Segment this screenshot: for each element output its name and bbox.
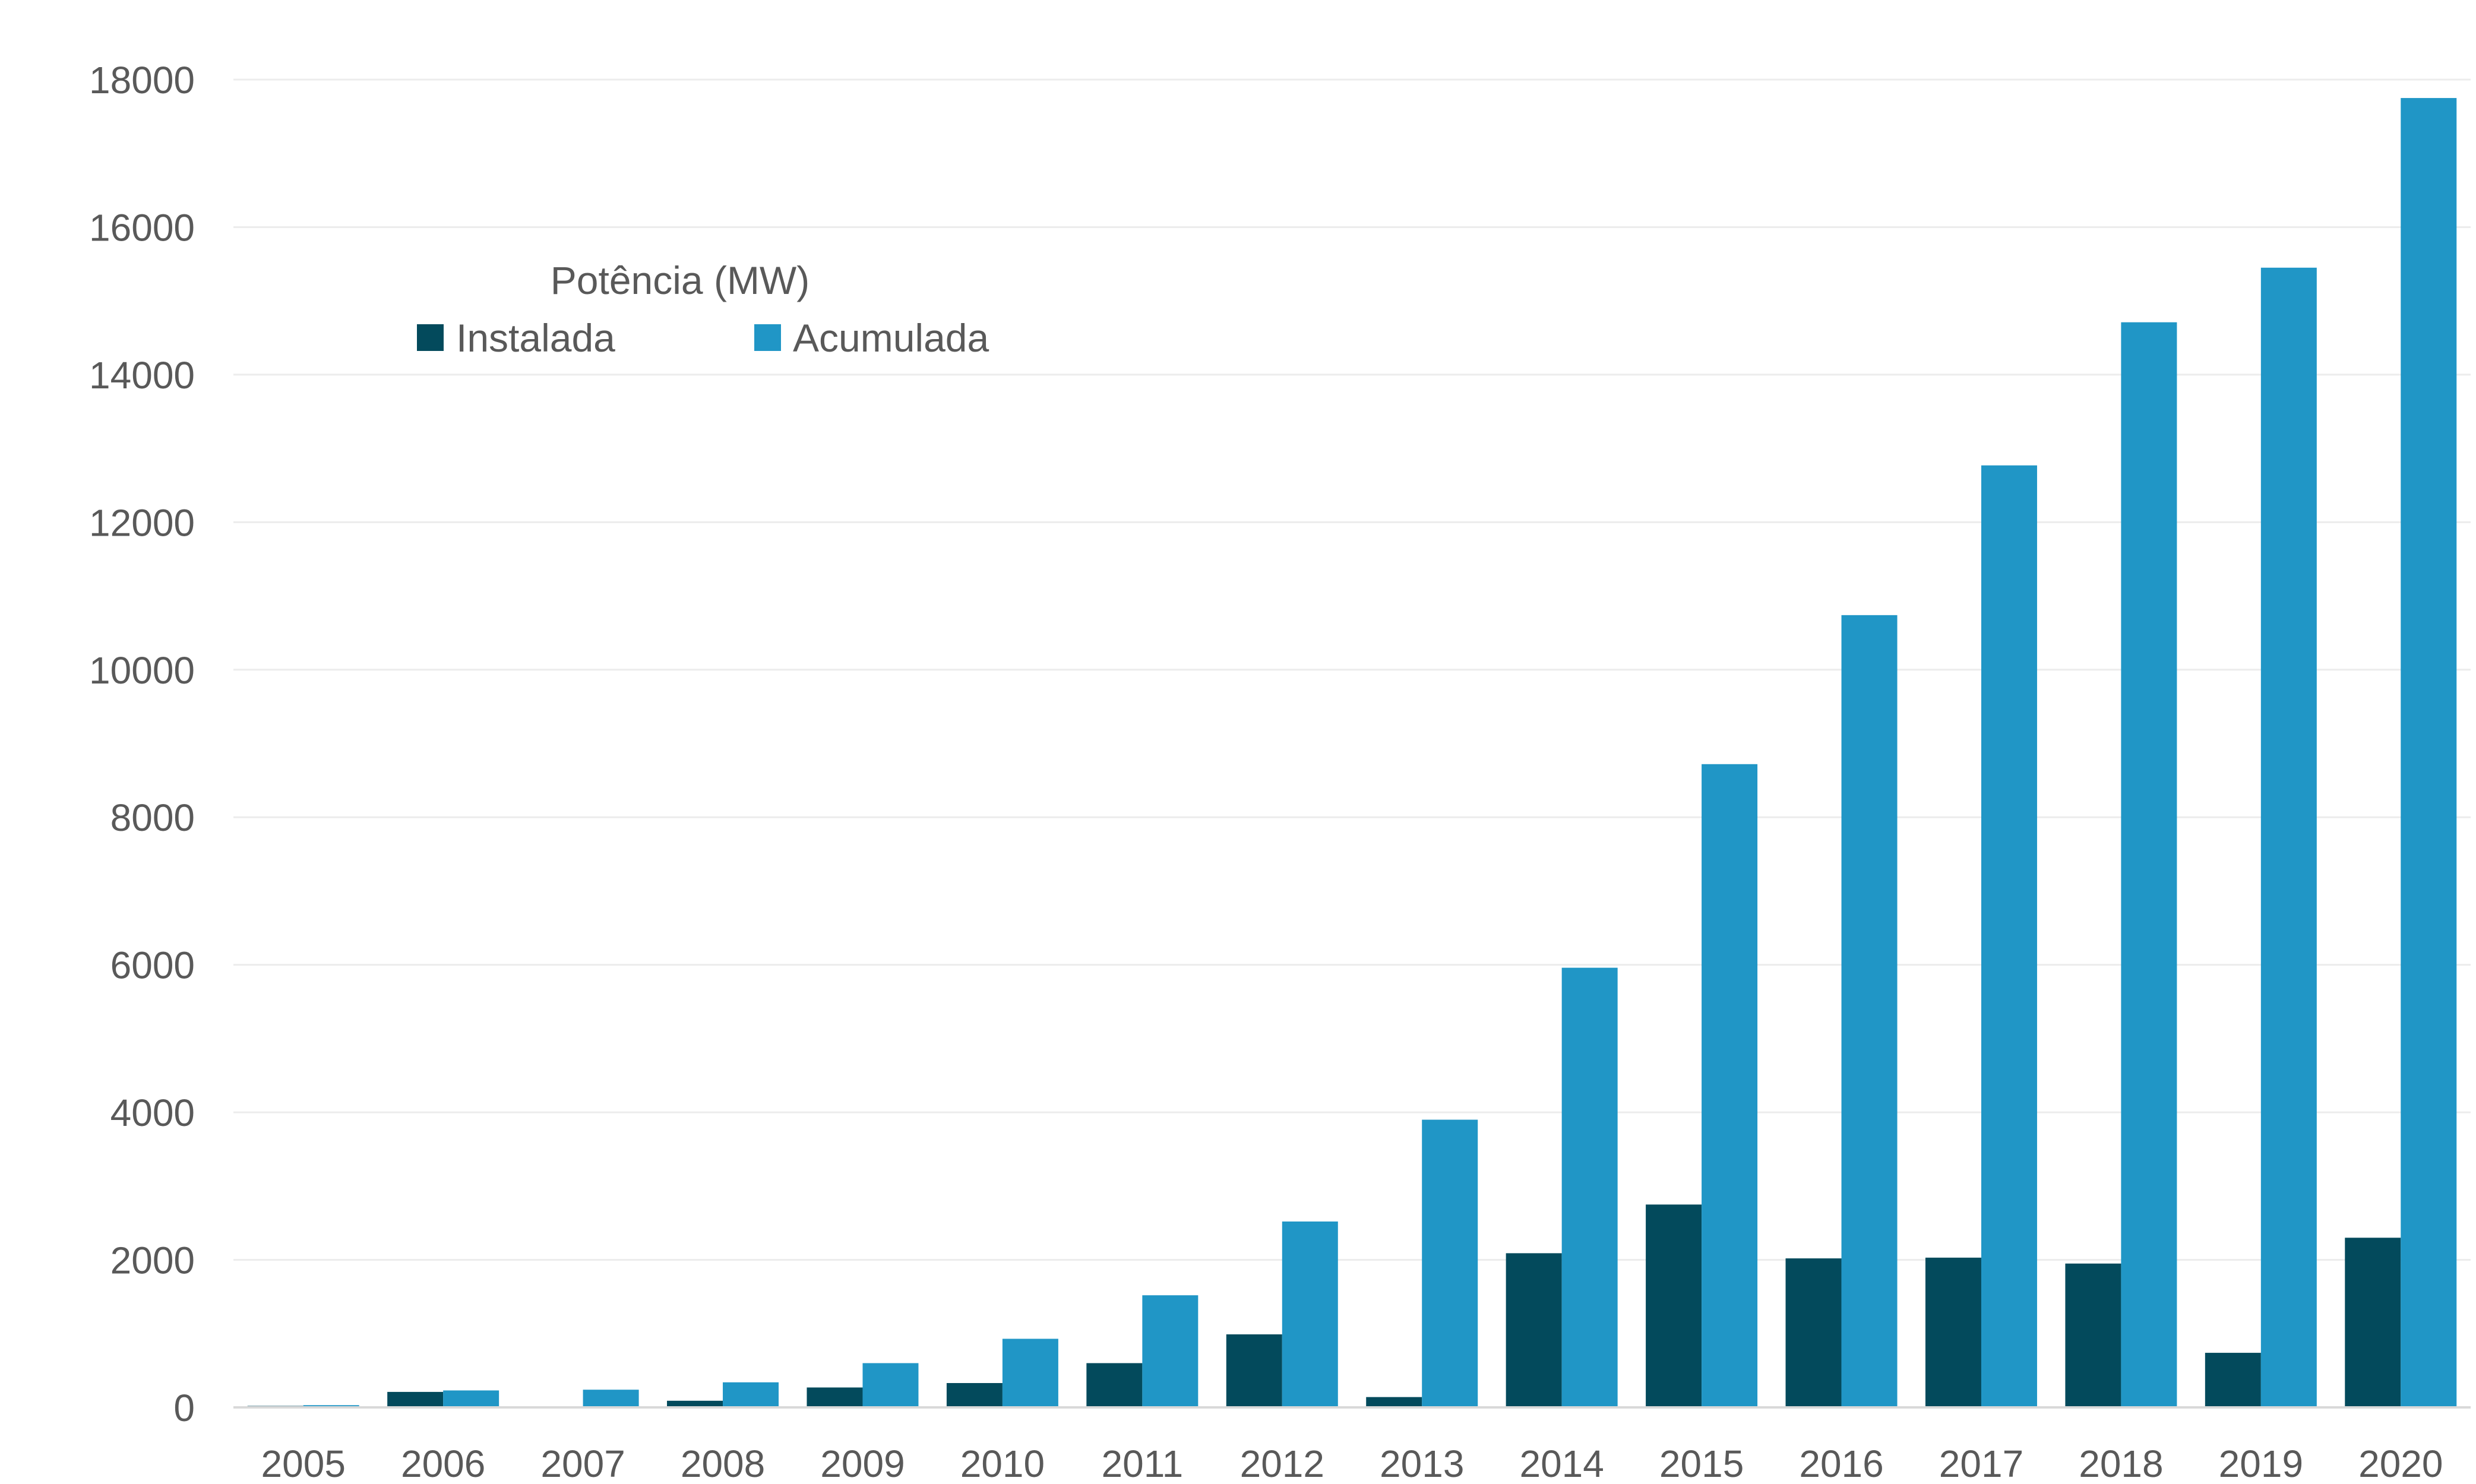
bar-acumulada-2014 — [1561, 967, 1618, 1407]
bar-acumulada-2020 — [2401, 98, 2457, 1407]
bar-acumulada-2013 — [1422, 1119, 1478, 1407]
bar-acumulada-2018 — [2121, 322, 2177, 1407]
bar-acumulada-2015 — [1702, 764, 1758, 1407]
x-tick-label: 2016 — [1799, 1442, 1883, 1481]
x-tick-label: 2014 — [1519, 1442, 1604, 1481]
bar-acumulada-2011 — [1142, 1295, 1199, 1407]
bar-instalada-2015 — [1646, 1204, 1702, 1407]
bar-acumulada-2010 — [1002, 1339, 1058, 1407]
bar-instalada-2010 — [946, 1383, 1003, 1407]
y-tick-label: 6000 — [110, 944, 195, 987]
bar-instalada-2014 — [1506, 1253, 1562, 1407]
y-tick-label: 18000 — [89, 59, 195, 102]
x-tick-label: 2011 — [1102, 1442, 1184, 1481]
legend: Potência (MW) Instalada Acumulada — [417, 258, 989, 360]
bar-instalada-2017 — [1925, 1257, 1981, 1407]
bar-instalada-2019 — [2205, 1353, 2261, 1407]
bar-acumulada-2016 — [1841, 615, 1898, 1407]
y-tick-label: 10000 — [89, 649, 195, 692]
legend-title: Potência (MW) — [551, 258, 809, 302]
x-tick-label: 2020 — [2358, 1442, 2443, 1481]
bar-instalada-2006 — [387, 1391, 444, 1407]
x-tick-label: 2008 — [681, 1442, 765, 1481]
x-tick-label: 2009 — [820, 1442, 905, 1481]
x-tick-label: 2007 — [540, 1442, 625, 1481]
bars — [247, 98, 2457, 1408]
x-tick-label: 2006 — [401, 1442, 485, 1481]
gridlines — [233, 78, 2471, 1261]
y-tick-label: 12000 — [89, 501, 195, 544]
bar-instalada-2018 — [2065, 1263, 2121, 1407]
x-tick-label: 2010 — [960, 1442, 1045, 1481]
y-tick-label: 2000 — [110, 1239, 195, 1282]
bar-acumulada-2019 — [2260, 267, 2317, 1408]
legend-label-acumulada: Acumulada — [793, 316, 989, 360]
x-tick-label: 2012 — [1240, 1442, 1324, 1481]
bar-instalada-2013 — [1366, 1397, 1422, 1407]
bar-instalada-2016 — [1785, 1258, 1842, 1407]
bar-acumulada-2007 — [583, 1390, 639, 1407]
x-tick-label: 2015 — [1659, 1442, 1744, 1481]
bar-instalada-2009 — [807, 1387, 863, 1407]
legend-swatch-instalada — [417, 324, 444, 351]
y-tick-label: 0 — [173, 1387, 195, 1429]
bar-acumulada-2017 — [1981, 465, 2037, 1407]
y-tick-label: 16000 — [89, 206, 195, 249]
bar-acumulada-2006 — [443, 1390, 499, 1407]
bar-instalada-2011 — [1086, 1363, 1143, 1407]
y-tick-label: 4000 — [110, 1091, 195, 1134]
x-tick-label: 2013 — [1380, 1442, 1464, 1481]
y-tick-label: 8000 — [110, 796, 195, 839]
bar-acumulada-2009 — [862, 1363, 919, 1407]
x-tick-label: 2017 — [1939, 1442, 2023, 1481]
bar-instalada-2020 — [2345, 1238, 2401, 1407]
x-tick-label: 2005 — [261, 1442, 346, 1481]
bar-acumulada-2008 — [723, 1382, 779, 1407]
x-tick-label: 2019 — [2219, 1442, 2303, 1481]
legend-swatch-acumulada — [754, 324, 781, 351]
bar-acumulada-2012 — [1282, 1221, 1338, 1407]
bar-instalada-2008 — [667, 1400, 723, 1407]
legend-label-instalada: Instalada — [456, 316, 615, 360]
bar-instalada-2012 — [1226, 1334, 1282, 1407]
y-tick-label: 14000 — [89, 354, 195, 397]
x-tick-label: 2018 — [2079, 1442, 2163, 1481]
axes: 0 2000 4000 6000 8000 10000 12000 14000 16000 180… — [89, 59, 2471, 1484]
